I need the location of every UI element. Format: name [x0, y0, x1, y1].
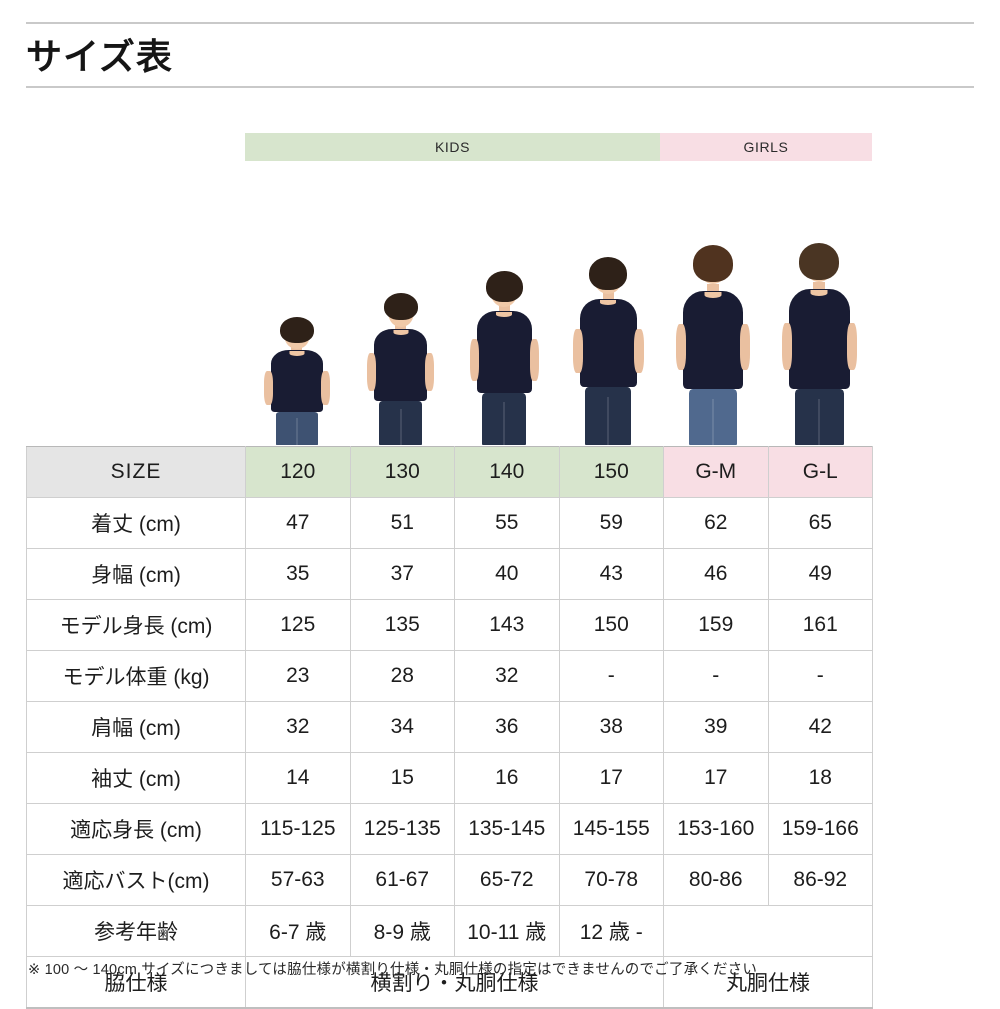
row-value: 59 — [558, 497, 664, 549]
header-cell-size: SIZE — [26, 446, 246, 498]
row-value: 125 — [245, 599, 351, 651]
row-value: - — [663, 650, 769, 702]
row-value: 37 — [349, 548, 455, 600]
row-value: 12 歳 - — [558, 905, 664, 957]
size-table: SIZE 120 130 140 150 G-M G-L 着丈 (cm) 47 … — [26, 446, 873, 1009]
row-value: 17 — [663, 752, 769, 804]
row-value: 32 — [454, 650, 560, 702]
row-label: 参考年齢 — [26, 905, 246, 957]
row-value: 86-92 — [767, 854, 873, 906]
header-cell-140: 140 — [454, 446, 560, 498]
model-figure-130 — [349, 205, 453, 445]
row-value: 159 — [663, 599, 769, 651]
row-value: 55 — [454, 497, 560, 549]
title-block: サイズ表 — [26, 22, 974, 88]
row-value: 40 — [454, 548, 560, 600]
row-value: 61-67 — [349, 854, 455, 906]
model-figure-140 — [453, 205, 557, 445]
row-label: 適応身長 (cm) — [26, 803, 246, 855]
row-value: 161 — [767, 599, 873, 651]
header-cell-gl: G-L — [767, 446, 873, 498]
row-label: 袖丈 (cm) — [26, 752, 246, 804]
table-row: 肩幅 (cm) 32 34 36 38 39 42 — [26, 701, 873, 753]
row-value: 6-7 歳 — [245, 905, 351, 957]
model-figure-gm — [660, 205, 766, 445]
row-label: 身幅 (cm) — [26, 548, 246, 600]
category-bands: KIDS GIRLS — [245, 133, 872, 161]
row-value: 57-63 — [245, 854, 351, 906]
table-row: モデル体重 (kg) 23 28 32 - - - — [26, 650, 873, 702]
row-value: 8-9 歳 — [349, 905, 455, 957]
row-value: - — [767, 650, 873, 702]
row-value: 14 — [245, 752, 351, 804]
row-value: 49 — [767, 548, 873, 600]
row-value: 17 — [558, 752, 664, 804]
header-cell-150: 150 — [558, 446, 664, 498]
table-row: モデル身長 (cm) 125 135 143 150 159 161 — [26, 599, 873, 651]
row-value-empty — [663, 905, 873, 957]
row-value: 80-86 — [663, 854, 769, 906]
row-value: 18 — [767, 752, 873, 804]
row-value: 115-125 — [245, 803, 351, 855]
row-value: 153-160 — [663, 803, 769, 855]
header-cell-120: 120 — [245, 446, 351, 498]
row-label: モデル体重 (kg) — [26, 650, 246, 702]
category-band-girls: GIRLS — [660, 133, 872, 161]
row-value: 36 — [454, 701, 560, 753]
row-value: 46 — [663, 548, 769, 600]
row-value: 143 — [454, 599, 560, 651]
row-label: 肩幅 (cm) — [26, 701, 246, 753]
row-value: 65-72 — [454, 854, 560, 906]
table-row: 参考年齢 6-7 歳 8-9 歳 10-11 歳 12 歳 - — [26, 905, 873, 957]
header-cell-130: 130 — [349, 446, 455, 498]
row-value: - — [558, 650, 664, 702]
footnote: ※ 100 ～ 140cm サイズにつきましては脇仕様が横割り仕様・丸胴仕様の指… — [28, 962, 758, 978]
row-value: 65 — [767, 497, 873, 549]
row-value: 42 — [767, 701, 873, 753]
row-value: 10-11 歳 — [454, 905, 560, 957]
category-band-kids: KIDS — [245, 133, 660, 161]
row-value: 135 — [349, 599, 455, 651]
row-value: 62 — [663, 497, 769, 549]
row-value: 32 — [245, 701, 351, 753]
table-row: 身幅 (cm) 35 37 40 43 46 49 — [26, 548, 873, 600]
header-cell-gm: G-M — [663, 446, 769, 498]
row-value: 70-78 — [558, 854, 664, 906]
row-value: 125-135 — [349, 803, 455, 855]
row-value: 38 — [558, 701, 664, 753]
row-value: 51 — [349, 497, 455, 549]
row-value: 43 — [558, 548, 664, 600]
model-figure-120 — [245, 205, 349, 445]
table-row: 適応バスト(cm) 57-63 61-67 65-72 70-78 80-86 … — [26, 854, 873, 906]
row-value: 15 — [349, 752, 455, 804]
model-figure-150 — [556, 205, 660, 445]
row-label: モデル身長 (cm) — [26, 599, 246, 651]
row-value: 145-155 — [558, 803, 664, 855]
page-title: サイズ表 — [26, 36, 173, 77]
table-row: 適応身長 (cm) 115-125 125-135 135-145 145-15… — [26, 803, 873, 855]
table-header-row: SIZE 120 130 140 150 G-M G-L — [26, 446, 873, 498]
row-value: 16 — [454, 752, 560, 804]
row-value: 28 — [349, 650, 455, 702]
model-photo-strip — [245, 205, 872, 445]
row-value: 150 — [558, 599, 664, 651]
row-value: 23 — [245, 650, 351, 702]
row-value: 135-145 — [454, 803, 560, 855]
model-figure-gl — [766, 205, 872, 445]
row-value: 35 — [245, 548, 351, 600]
row-label: 適応バスト(cm) — [26, 854, 246, 906]
row-label: 着丈 (cm) — [26, 497, 246, 549]
row-value: 47 — [245, 497, 351, 549]
row-value: 39 — [663, 701, 769, 753]
row-value: 34 — [349, 701, 455, 753]
table-row: 着丈 (cm) 47 51 55 59 62 65 — [26, 497, 873, 549]
table-row: 袖丈 (cm) 14 15 16 17 17 18 — [26, 752, 873, 804]
row-value: 159-166 — [767, 803, 873, 855]
